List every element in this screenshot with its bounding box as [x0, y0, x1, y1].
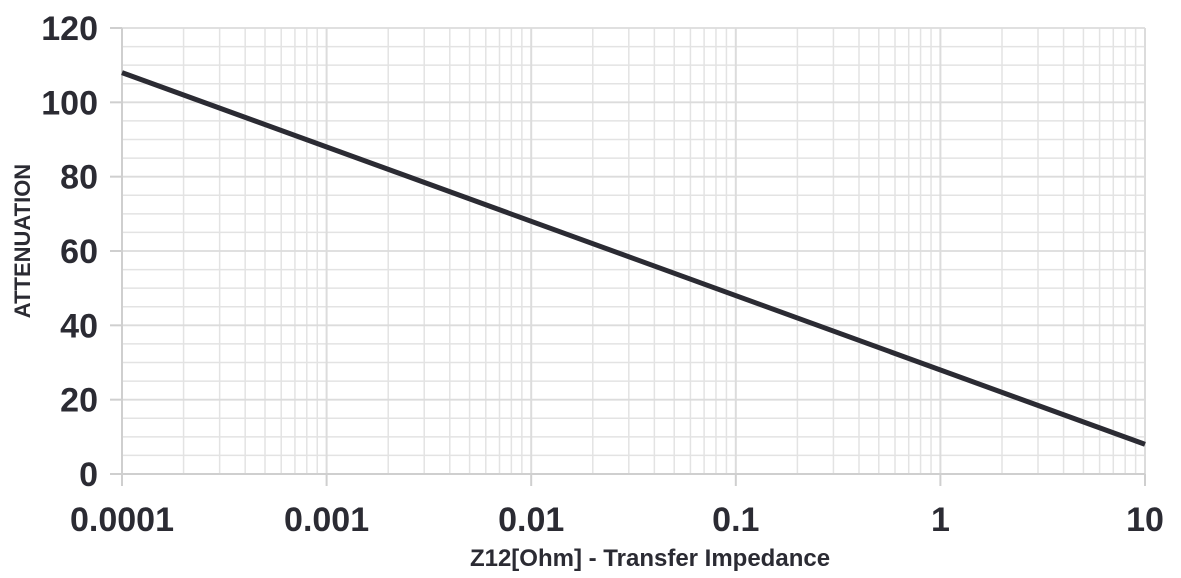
x-tick-label: 0.0001: [70, 501, 174, 539]
series-layer: [121, 70, 1146, 447]
y-tick-label: 20: [60, 382, 98, 420]
x-tick-label: 0.01: [498, 501, 564, 539]
grid-major: [121, 27, 1146, 474]
y-tick-label: 60: [60, 233, 98, 271]
x-tick-label: 0.1: [712, 501, 759, 539]
x-tick-label: 1: [931, 501, 950, 539]
x-tick-label: 0.001: [284, 501, 369, 539]
y-tick-label: 80: [60, 159, 98, 197]
x-axis-title: Z12[Ohm] - Transfer Impedance: [470, 545, 830, 572]
x-tick-labels: 0.0001 0.001 0.01 0.1 1 10: [70, 501, 1164, 539]
axes: [110, 27, 1146, 486]
y-tick-labels: 0 20 40 60 80 100 120: [41, 10, 98, 494]
y-tick-label: 40: [60, 307, 98, 345]
x-tick-label: 10: [1126, 501, 1164, 539]
series-line: [121, 70, 1146, 447]
y-tick-label: 0: [79, 456, 98, 494]
y-axis-title: ATTENUATION: [10, 164, 35, 318]
y-tick-label: 100: [41, 84, 98, 122]
y-tick-label: 120: [41, 10, 98, 48]
